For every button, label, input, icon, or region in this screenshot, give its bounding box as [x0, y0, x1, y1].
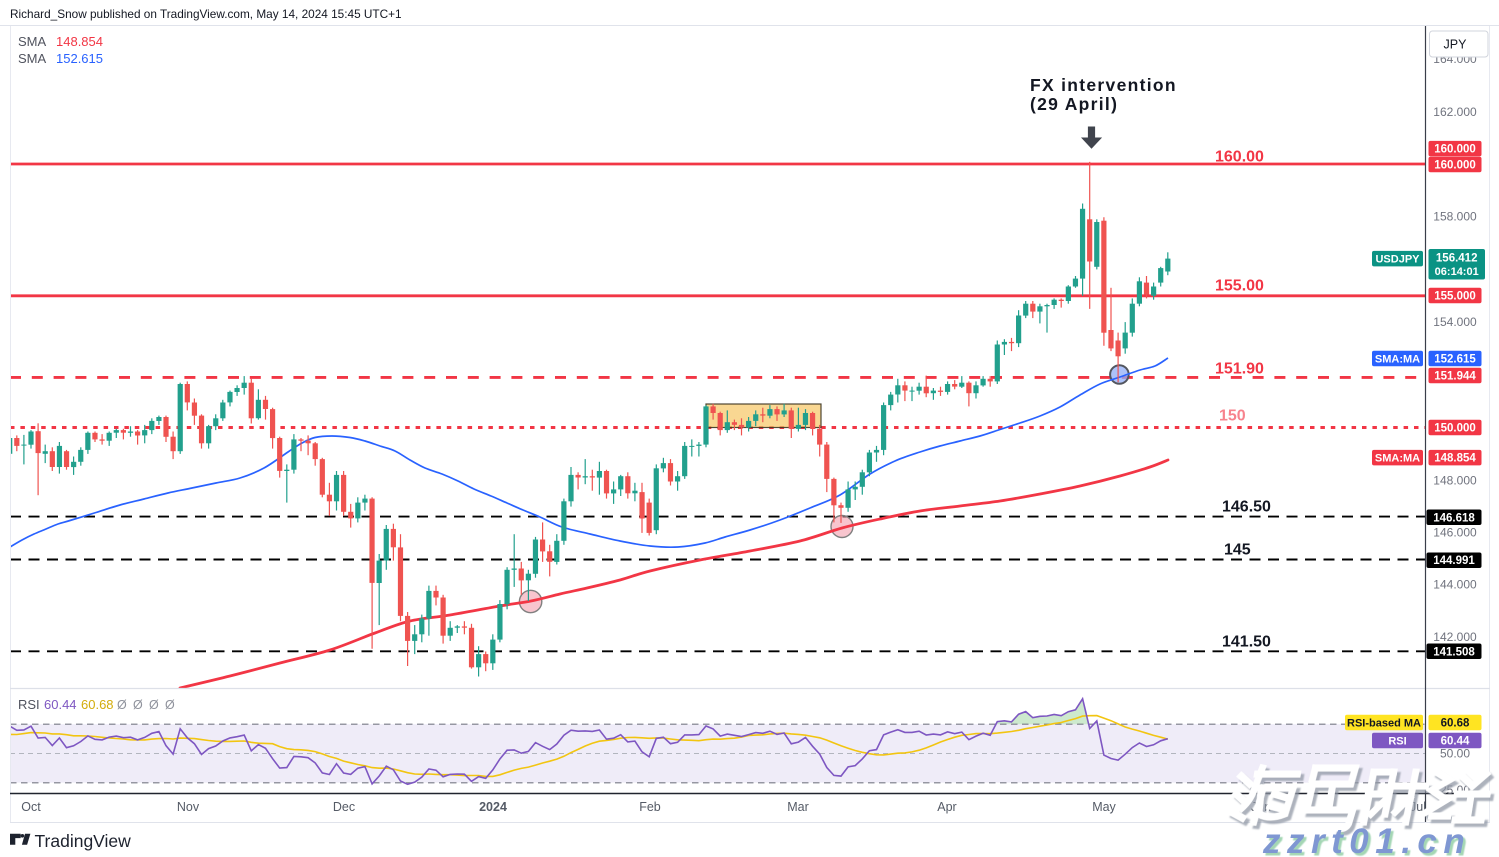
- svg-text:Jul: Jul: [1410, 800, 1426, 814]
- svg-text:SMA:MA: SMA:MA: [1375, 453, 1420, 465]
- svg-text:152.615: 152.615: [1434, 354, 1476, 366]
- svg-text:Apr: Apr: [937, 800, 956, 814]
- svg-text:141.508: 141.508: [1433, 646, 1475, 658]
- svg-text:155.00: 155.00: [1215, 278, 1264, 295]
- svg-text:RSI-based MA: RSI-based MA: [1347, 718, 1421, 730]
- svg-text:160.000: 160.000: [1434, 144, 1476, 156]
- svg-text:Ø: Ø: [149, 698, 159, 712]
- svg-text:162.000: 162.000: [1433, 105, 1477, 119]
- svg-text:151.944: 151.944: [1434, 371, 1476, 383]
- svg-text:Mar: Mar: [787, 800, 809, 814]
- svg-text:Ø: Ø: [165, 698, 175, 712]
- svg-text:Oct: Oct: [21, 800, 41, 814]
- svg-text:150: 150: [1219, 408, 1246, 425]
- svg-text:RSI: RSI: [1388, 736, 1406, 748]
- svg-text:Ø: Ø: [117, 698, 127, 712]
- svg-text:RSI: RSI: [18, 697, 40, 712]
- svg-text:152.615: 152.615: [56, 51, 103, 66]
- svg-text:150.000: 150.000: [1434, 423, 1476, 435]
- svg-text:Nov: Nov: [177, 800, 200, 814]
- svg-text:60.68: 60.68: [1441, 718, 1470, 730]
- svg-text:160.00: 160.00: [1215, 149, 1264, 166]
- svg-text:SMA: SMA: [18, 34, 47, 49]
- svg-text:Ø: Ø: [133, 698, 143, 712]
- svg-text:2024: 2024: [479, 800, 507, 814]
- svg-text:(29 April): (29 April): [1030, 94, 1118, 114]
- svg-text:148.854: 148.854: [1434, 453, 1476, 465]
- svg-text:zzrt01.cn: zzrt01.cn: [1262, 822, 1471, 857]
- svg-text:60.44: 60.44: [44, 697, 77, 712]
- svg-text:155.000: 155.000: [1434, 291, 1476, 303]
- svg-text:146.000: 146.000: [1433, 526, 1477, 540]
- svg-text:SMA:MA: SMA:MA: [1375, 354, 1420, 366]
- svg-text:Richard_Snow published on Trad: Richard_Snow published on TradingView.co…: [10, 7, 402, 21]
- svg-text:160.000: 160.000: [1434, 160, 1476, 172]
- svg-text:Feb: Feb: [639, 800, 661, 814]
- svg-text:156.412: 156.412: [1436, 253, 1478, 265]
- svg-text:146.50: 146.50: [1222, 499, 1271, 516]
- svg-text:148.000: 148.000: [1433, 474, 1477, 488]
- svg-text:JPY: JPY: [1444, 38, 1468, 52]
- svg-text:Dec: Dec: [333, 800, 355, 814]
- svg-text:146.618: 146.618: [1433, 512, 1475, 524]
- svg-text:TradingView: TradingView: [35, 831, 132, 851]
- svg-text:142.000: 142.000: [1433, 630, 1477, 644]
- svg-text:144.991: 144.991: [1433, 555, 1475, 567]
- svg-text:SMA: SMA: [18, 51, 47, 66]
- svg-text:141.50: 141.50: [1222, 634, 1271, 651]
- svg-text:144.000: 144.000: [1433, 578, 1477, 592]
- svg-text:FX intervention: FX intervention: [1030, 75, 1177, 95]
- svg-text:158.000: 158.000: [1433, 210, 1477, 224]
- svg-text:145: 145: [1224, 542, 1251, 559]
- svg-text:USDJPY: USDJPY: [1375, 254, 1420, 266]
- svg-text:May: May: [1092, 800, 1116, 814]
- svg-text:60.68: 60.68: [81, 697, 114, 712]
- svg-text:60.44: 60.44: [1441, 736, 1470, 748]
- svg-text:06:14:01: 06:14:01: [1435, 266, 1479, 278]
- svg-text:154.000: 154.000: [1433, 315, 1477, 329]
- svg-text:148.854: 148.854: [56, 34, 103, 49]
- svg-text:151.90: 151.90: [1215, 361, 1264, 378]
- svg-text:50.00: 50.00: [1440, 747, 1470, 761]
